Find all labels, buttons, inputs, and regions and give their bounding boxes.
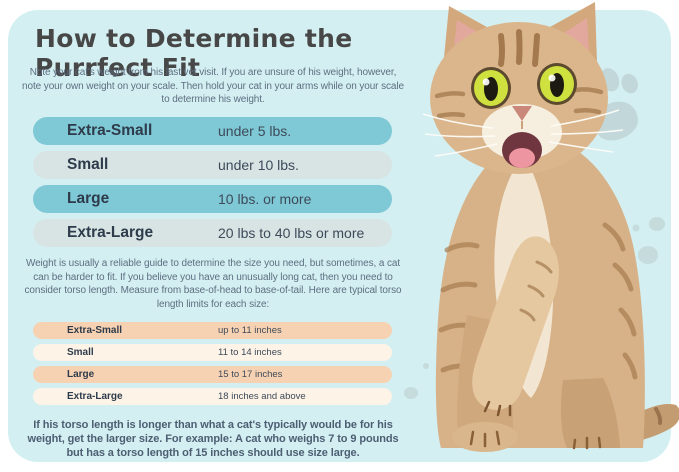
table-row: Extra-Large 18 inches and above bbox=[33, 388, 392, 405]
footer-note: If his torso length is longer than what … bbox=[27, 419, 399, 459]
weight-size-table: Extra-Small under 5 lbs. Small under 10 … bbox=[33, 117, 392, 253]
page-title: How to Determine the Purrfect Fit bbox=[35, 24, 353, 82]
size-label: Small bbox=[67, 156, 109, 173]
left-column: How to Determine the Purrfect Fit Note y… bbox=[22, 24, 404, 459]
size-label: Large bbox=[67, 190, 110, 207]
size-value: 18 inches and above bbox=[218, 391, 306, 402]
table-row: Large 10 lbs. or more bbox=[33, 185, 392, 213]
table-row: Small under 10 lbs. bbox=[33, 151, 392, 179]
table-row: Extra-Small under 5 lbs. bbox=[33, 117, 392, 145]
size-value: 15 to 17 inches bbox=[218, 369, 283, 380]
torso-intro-text: Weight is usually a reliable guide to de… bbox=[24, 258, 402, 310]
size-label: Small bbox=[67, 347, 94, 358]
size-value: under 10 lbs. bbox=[218, 157, 299, 173]
size-label: Large bbox=[67, 369, 95, 380]
size-value: 11 to 14 inches bbox=[218, 347, 282, 358]
size-label: Extra-Small bbox=[67, 325, 123, 336]
size-value: 10 lbs. or more bbox=[218, 191, 312, 207]
size-label: Extra-Large bbox=[67, 224, 154, 241]
intro-text: Note your cat's weight from his last vet… bbox=[22, 67, 404, 105]
table-row: Small 11 to 14 inches bbox=[33, 344, 392, 361]
size-label: Extra-Large bbox=[67, 391, 123, 402]
torso-size-table: Extra-Small up to 11 inches Small 11 to … bbox=[33, 322, 392, 410]
table-row: Large 15 to 17 inches bbox=[33, 366, 392, 383]
size-value: up to 11 inches bbox=[218, 325, 282, 336]
size-label: Extra-Small bbox=[67, 122, 153, 139]
size-value: under 5 lbs. bbox=[218, 123, 292, 139]
table-row: Extra-Large 20 lbs to 40 lbs or more bbox=[33, 219, 392, 247]
table-row: Extra-Small up to 11 inches bbox=[33, 322, 392, 339]
size-value: 20 lbs to 40 lbs or more bbox=[218, 225, 365, 241]
